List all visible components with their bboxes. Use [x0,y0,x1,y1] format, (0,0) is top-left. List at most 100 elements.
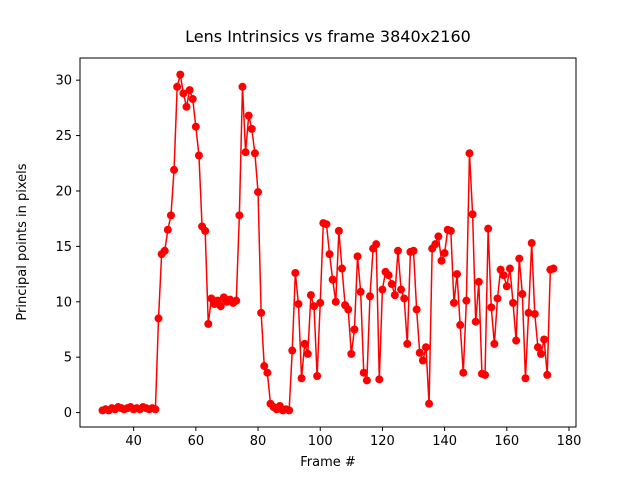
data-point-marker [540,335,549,344]
data-point-marker [194,151,203,160]
data-point-marker [356,287,365,296]
x-tick-label: 180 [557,434,582,449]
data-point-marker [521,374,530,383]
data-point-marker [440,249,449,258]
data-point-marker [154,314,163,323]
data-point-marker [524,308,533,317]
data-point-marker [179,89,188,98]
data-point-marker [313,372,322,381]
data-point-marker [409,246,418,255]
data-point-marker [285,406,294,415]
data-point-marker [322,220,331,229]
data-point-marker [493,294,502,303]
data-point-marker [425,399,434,408]
data-series [98,70,558,415]
data-point-marker [453,270,462,279]
data-point-marker [400,294,409,303]
data-point-marker [412,305,421,314]
data-point-marker [387,280,396,289]
data-point-marker [244,111,253,120]
data-point-marker [459,368,468,377]
data-point-marker [182,102,191,111]
data-point-marker [344,305,353,314]
data-point-marker [487,303,496,312]
data-point-marker [505,264,514,273]
data-point-marker [325,250,334,259]
data-point-marker [502,282,511,291]
data-point-marker [303,349,312,358]
data-point-marker [418,356,427,365]
data-point-marker [372,240,381,249]
data-point-marker [481,370,490,379]
data-point-marker [297,374,306,383]
data-point-marker [449,298,458,307]
data-point-marker [176,70,185,79]
data-point-marker [300,339,309,348]
data-point-marker [316,298,325,307]
data-point-marker [468,210,477,219]
data-point-marker [509,298,518,307]
data-point-marker [331,297,340,306]
data-point-marker [456,321,465,330]
data-point-marker [238,82,247,91]
data-point-marker [306,291,315,300]
data-point-marker [334,226,343,235]
data-point-marker [375,375,384,384]
data-point-marker [431,240,440,249]
data-point-marker [347,349,356,358]
x-axis-label: Frame # [300,455,356,470]
data-point-marker [434,232,443,241]
axes: 40 60 80 100 120 140 160 180 0 5 10 15 20 25 30 [55,57,582,449]
data-point-marker [499,271,508,280]
data-point-marker [216,302,225,311]
data-point-marker [378,285,387,294]
data-point-marker [151,405,160,414]
data-point-marker [446,226,455,235]
data-point-marker [533,343,542,352]
data-point-marker [362,376,371,385]
data-point-marker [288,346,297,355]
x-tick-label: 100 [308,434,333,449]
y-tick-label: 5 [64,351,72,366]
axes-spines [79,57,577,428]
data-point-marker [490,339,499,348]
y-tick-label: 30 [55,74,72,89]
data-point-marker [465,149,474,158]
data-point-marker [543,370,552,379]
data-point-marker [201,226,210,235]
data-point-marker [337,264,346,273]
data-point-marker [235,211,244,220]
data-point-marker [527,239,536,248]
data-point-marker [471,317,480,326]
data-point-marker [257,308,266,317]
data-point-marker [462,296,471,305]
data-point-marker [397,285,406,294]
data-point-marker [250,149,259,158]
data-point-marker [365,292,374,301]
data-point-marker [359,368,368,377]
data-point-marker [185,86,194,95]
y-tick-label: 10 [55,295,72,310]
data-point-marker [549,264,558,273]
data-point-marker [518,290,527,299]
data-point-marker [537,349,546,358]
data-point-marker [254,188,263,197]
data-point-marker [474,277,483,286]
data-point-marker [390,291,399,300]
y-tick-label: 25 [55,129,72,144]
data-point-marker [247,124,256,133]
data-point-marker [163,225,172,234]
data-point-marker [512,336,521,345]
x-tick-label: 60 [188,434,205,449]
data-point-marker [437,256,446,265]
data-point-marker [384,271,393,280]
data-point-marker [393,246,402,255]
x-tick-label: 140 [432,434,457,449]
data-point-marker [403,339,412,348]
y-axis-label: Principal points in pixels [15,163,30,320]
data-point-marker [241,148,250,157]
x-tick-label: 120 [370,434,395,449]
data-point-marker [421,343,430,352]
